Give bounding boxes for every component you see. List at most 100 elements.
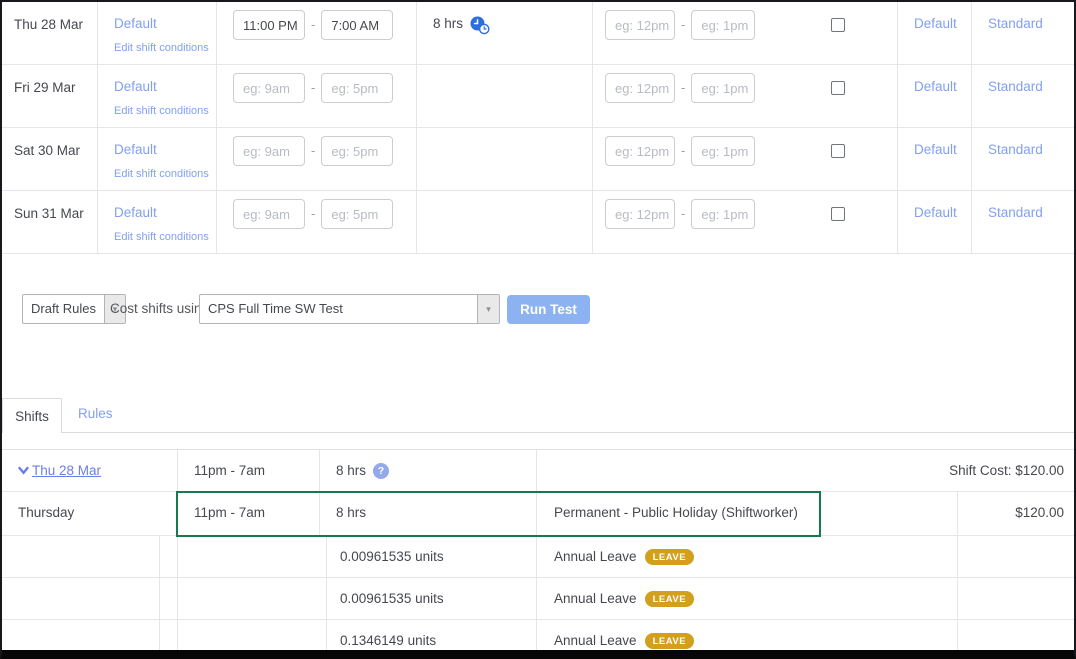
result-hours-cell: 8 hrs? bbox=[320, 450, 537, 491]
conditions-cell: Default Edit shift conditions bbox=[98, 65, 217, 127]
break-paid-checkbox[interactable] bbox=[831, 81, 845, 95]
edit-shift-conditions-link[interactable]: Edit shift conditions bbox=[114, 231, 209, 243]
shift-finish-input[interactable] bbox=[321, 73, 394, 103]
shift-hours-cell bbox=[417, 191, 593, 253]
default-conditions-link[interactable]: Default bbox=[114, 142, 157, 157]
rate-standard-cell: Standard bbox=[972, 2, 1074, 64]
break-start-input[interactable] bbox=[605, 199, 675, 229]
chevron-down-icon[interactable]: ▾ bbox=[104, 295, 125, 323]
allowance-default-cell: Default bbox=[898, 128, 972, 190]
conditions-cell: Default Edit shift conditions bbox=[98, 128, 217, 190]
time-range-dash: - bbox=[311, 206, 316, 221]
allowance-default-link[interactable]: Default bbox=[914, 16, 957, 31]
shift-start-input[interactable] bbox=[233, 73, 305, 103]
break-range-dash: - bbox=[681, 143, 686, 158]
empty-cell bbox=[160, 578, 178, 619]
leave-units-cell: 0.1346149 units bbox=[327, 620, 537, 654]
roster-row-sun: Sun 31 Mar Default Edit shift conditions… bbox=[2, 191, 1074, 254]
result-header-row: Thu 28 Mar 11pm - 7am 8 hrs? Shift Cost:… bbox=[2, 450, 1074, 492]
shift-finish-input[interactable] bbox=[321, 199, 394, 229]
shift-start-input[interactable] bbox=[233, 199, 305, 229]
break-times-cell: - bbox=[593, 2, 898, 64]
shift-times-cell: - bbox=[217, 191, 417, 253]
rate-card-value: CPS Full Time SW Test bbox=[208, 301, 343, 316]
shift-start-input[interactable] bbox=[233, 10, 305, 40]
expand-date-link[interactable]: Thu 28 Mar bbox=[18, 463, 101, 478]
allowance-default-link[interactable]: Default bbox=[914, 79, 957, 94]
break-finish-input[interactable] bbox=[691, 10, 756, 40]
allowance-default-link[interactable]: Default bbox=[914, 205, 957, 220]
date-link-label: Thu 28 Mar bbox=[32, 463, 102, 478]
default-conditions-link[interactable]: Default bbox=[114, 16, 157, 31]
leave-badge: LEAVE bbox=[644, 633, 695, 649]
empty-cell bbox=[2, 578, 160, 619]
conditions-cell: Default Edit shift conditions bbox=[98, 191, 217, 253]
conditions-cell: Default Edit shift conditions bbox=[98, 2, 217, 64]
empty-cell bbox=[2, 620, 160, 654]
break-range-dash: - bbox=[681, 17, 686, 32]
leave-type-cell: Annual Leave LEAVE bbox=[537, 620, 958, 654]
leave-type-cell: Annual Leave LEAVE bbox=[537, 578, 958, 619]
time-range-dash: - bbox=[311, 17, 316, 32]
empty-cell bbox=[2, 536, 160, 577]
break-paid-checkbox[interactable] bbox=[831, 207, 845, 221]
edit-shift-conditions-link[interactable]: Edit shift conditions bbox=[114, 105, 209, 117]
roster-row-thu: Thu 28 Mar Default Edit shift conditions… bbox=[2, 2, 1074, 65]
edit-shift-conditions-link[interactable]: Edit shift conditions bbox=[114, 168, 209, 180]
shift-finish-input[interactable] bbox=[321, 136, 394, 166]
shift-results-table: Thu 28 Mar 11pm - 7am 8 hrs? Shift Cost:… bbox=[2, 449, 1074, 654]
tab-shifts[interactable]: Shifts bbox=[2, 398, 62, 433]
chevron-down-icon bbox=[18, 466, 29, 475]
roster-row-sat: Sat 30 Mar Default Edit shift conditions… bbox=[2, 128, 1074, 191]
double-clock-icon[interactable] bbox=[470, 16, 491, 38]
run-test-button[interactable]: Run Test bbox=[507, 295, 590, 324]
rate-standard-link[interactable]: Standard bbox=[988, 205, 1043, 220]
break-start-input[interactable] bbox=[605, 10, 675, 40]
break-finish-input[interactable] bbox=[691, 199, 756, 229]
leave-accrual-row: 0.00961535 units Annual Leave LEAVE bbox=[2, 578, 1074, 620]
rules-version-value: Draft Rules bbox=[31, 301, 97, 316]
rate-card-select[interactable]: CPS Full Time SW Test ▾ bbox=[199, 294, 500, 324]
empty-cell bbox=[958, 578, 1074, 619]
rate-standard-link[interactable]: Standard bbox=[988, 16, 1043, 31]
default-conditions-link[interactable]: Default bbox=[114, 205, 157, 220]
result-hours-label: 8 hrs bbox=[336, 463, 367, 478]
shift-hours-cell bbox=[417, 128, 593, 190]
empty-cell bbox=[160, 620, 178, 654]
allowance-default-cell: Default bbox=[898, 2, 972, 64]
rate-standard-link[interactable]: Standard bbox=[988, 142, 1043, 157]
rules-version-select[interactable]: Draft Rules ▾ bbox=[22, 294, 126, 324]
shift-cost-total: Shift Cost: $120.00 bbox=[949, 463, 1064, 478]
break-paid-checkbox[interactable] bbox=[831, 18, 845, 32]
empty-cell bbox=[160, 536, 178, 577]
chevron-down-icon[interactable]: ▾ bbox=[477, 295, 499, 323]
help-icon[interactable]: ? bbox=[373, 463, 390, 479]
day-label: Fri 29 Mar bbox=[2, 65, 98, 127]
default-conditions-link[interactable]: Default bbox=[114, 79, 157, 94]
day-label: Thu 28 Mar bbox=[2, 2, 98, 64]
rate-standard-cell: Standard bbox=[972, 65, 1074, 127]
allowance-default-link[interactable]: Default bbox=[914, 142, 957, 157]
break-paid-checkbox[interactable] bbox=[831, 144, 845, 158]
shift-finish-input[interactable] bbox=[321, 10, 394, 40]
shift-start-input[interactable] bbox=[233, 136, 305, 166]
break-times-cell: - bbox=[593, 65, 898, 127]
day-label: Sun 31 Mar bbox=[2, 191, 98, 253]
break-range-dash: - bbox=[681, 80, 686, 95]
tab-rules[interactable]: Rules bbox=[78, 406, 113, 421]
break-start-input[interactable] bbox=[605, 136, 675, 166]
break-finish-input[interactable] bbox=[691, 136, 756, 166]
cost-test-bar: Draft Rules ▾ Cost shifts using CPS Full… bbox=[2, 294, 1074, 325]
break-start-input[interactable] bbox=[605, 73, 675, 103]
shift-times-cell: - bbox=[217, 2, 417, 64]
cost-shifts-using-label: Cost shifts using bbox=[110, 301, 210, 316]
edit-shift-conditions-link[interactable]: Edit shift conditions bbox=[114, 42, 209, 54]
allowance-default-cell: Default bbox=[898, 65, 972, 127]
roster-table: Thu 28 Mar Default Edit shift conditions… bbox=[2, 2, 1074, 254]
shift-hours-cell: 8 hrs bbox=[417, 2, 593, 64]
rate-standard-link[interactable]: Standard bbox=[988, 79, 1043, 94]
leave-accrual-row: 0.00961535 units Annual Leave LEAVE bbox=[2, 536, 1074, 578]
result-date-cell: Thu 28 Mar bbox=[2, 450, 178, 491]
break-finish-input[interactable] bbox=[691, 73, 756, 103]
